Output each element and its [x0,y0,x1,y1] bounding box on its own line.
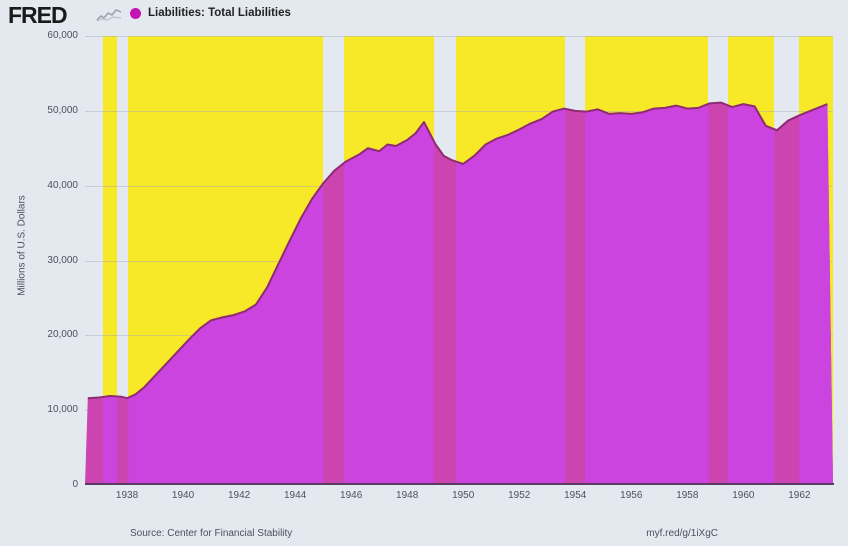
fred-logo[interactable]: FRED [8,2,68,28]
chart-footer: Source: Center for Financial Stability m… [0,525,848,546]
x-axis-tick-label: 1950 [452,490,475,501]
y-axis-title: Millions of U.S. Dollars [16,195,28,296]
x-axis-tick-label: 1954 [564,490,587,501]
x-axis-tick-label: 1946 [340,490,363,501]
x-axis-tick-label: 1938 [115,490,139,501]
recession-band [103,36,118,485]
series-area-chart [85,101,833,485]
series-line [87,101,828,400]
y-axis-tick-label: 60,000 [47,30,78,41]
x-axis-tick-label: 1956 [620,490,643,501]
x-axis-tick-label: 1958 [676,490,699,501]
x-axis-tick-label: 1940 [171,490,195,501]
y-axis-tick-label: 50,000 [47,104,78,116]
y-axis-tick-label: 0 [72,479,78,490]
y-axis: Millions of U.S. Dollars 60,000 50,000 40,… [0,0,79,546]
x-axis-tick-label: 1948 [396,490,419,501]
source-note: Source: Center for Financial Stability [130,528,293,539]
legend-series-label: Liabilities: Total Liabilities [148,7,291,19]
y-axis-tick-label: 10,000 [47,404,78,416]
short-url-link[interactable]: myf.red/g/1iXgC [646,528,718,539]
x-axis-tick-label: 1944 [283,490,307,501]
sparkline-icon [96,9,122,22]
y-axis-tick-label: 20,000 [47,329,78,341]
y-axis-tick-label: 40,000 [47,179,78,191]
chart-legend[interactable]: Liabilities: Total Liabilities [130,7,291,19]
plot-area [85,36,833,485]
gridline [85,36,833,37]
x-axis-tick-label: 1952 [508,490,531,501]
gridline [85,110,833,112]
x-axis-line [85,483,834,485]
x-axis-tick-label: 1962 [788,490,811,501]
series-area-fill-over-band [103,102,833,485]
chart-header: FRED Liabilities: Total Liabilities [0,0,848,28]
x-axis-tick-label: 1942 [227,490,251,501]
series-color-dot [130,7,141,19]
y-axis-tick-label: 30,000 [47,254,78,266]
x-axis-tick-label: 1960 [732,490,755,501]
